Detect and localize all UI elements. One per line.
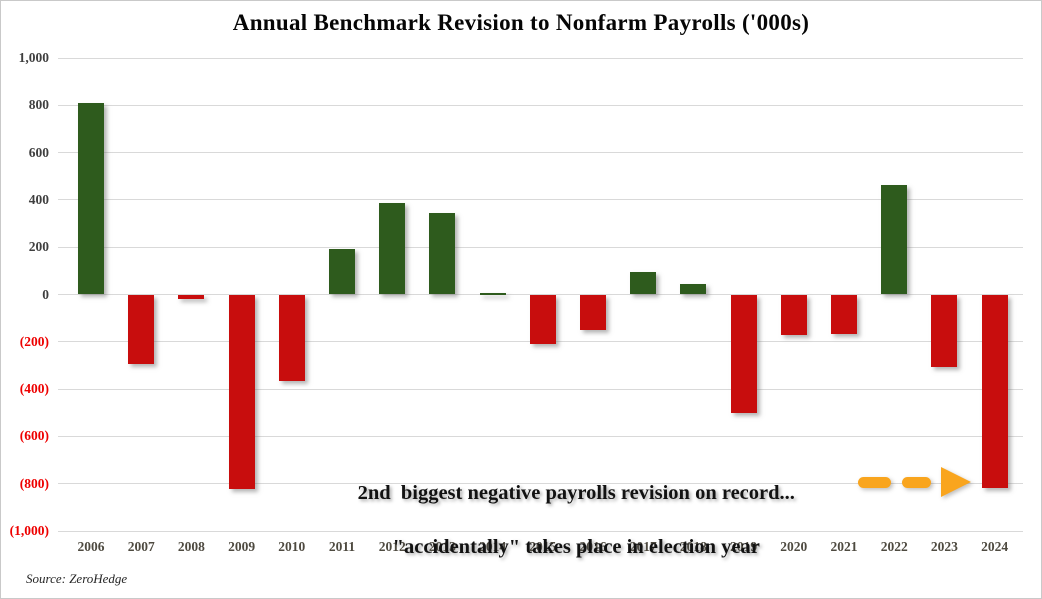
year-label-2007: 2007 bbox=[127, 539, 155, 554]
gridline-(800) bbox=[58, 483, 1023, 485]
year-label-2009: 2009 bbox=[228, 539, 256, 554]
year-label-2006: 2006 bbox=[77, 539, 105, 554]
bar-2010 bbox=[278, 294, 305, 382]
year-label-2010: 2010 bbox=[278, 539, 306, 554]
bar-2022 bbox=[881, 185, 908, 295]
ytick-label: 600 bbox=[28, 144, 49, 160]
bar-2008 bbox=[178, 294, 205, 300]
gridline-(1,000) bbox=[58, 530, 1023, 532]
chart-title: Annual Benchmark Revision to Nonfarm Pay… bbox=[232, 10, 810, 35]
year-label-2008: 2008 bbox=[177, 539, 205, 554]
ytick-label: (1,000) bbox=[9, 523, 49, 538]
gridline-(400) bbox=[58, 388, 1023, 390]
bar-2007 bbox=[128, 294, 155, 364]
bar-2017 bbox=[630, 272, 657, 295]
gridline-800 bbox=[58, 104, 1023, 106]
year-label-2022: 2022 bbox=[880, 539, 908, 554]
bar-2023 bbox=[931, 294, 958, 367]
ytick-label: 400 bbox=[28, 191, 49, 207]
bar-2024 bbox=[981, 294, 1008, 488]
year-label-2023: 2023 bbox=[930, 539, 958, 554]
bar-2016 bbox=[580, 294, 606, 330]
bar-2006 bbox=[78, 102, 104, 295]
gridline-1,000 bbox=[58, 57, 1023, 59]
bar-2019 bbox=[730, 294, 757, 413]
bar-2011 bbox=[329, 249, 355, 295]
gridline-600 bbox=[58, 152, 1023, 154]
annotation-line-2: "accidentally" takes place in election y… bbox=[392, 536, 760, 558]
ytick-label: 1,000 bbox=[18, 50, 49, 65]
annotation-text: 2nd biggest negative payrolls revision o… bbox=[251, 453, 881, 588]
ytick-label: (800) bbox=[19, 475, 49, 491]
bar-2009 bbox=[228, 294, 255, 490]
source-note: Source: ZeroHedge bbox=[26, 571, 128, 586]
year-label-2017: 2017 bbox=[629, 539, 657, 554]
bar-2014 bbox=[479, 292, 506, 295]
year-label-2012: 2012 bbox=[378, 539, 406, 554]
bar-2021 bbox=[831, 294, 857, 334]
ytick-label: 800 bbox=[28, 97, 49, 113]
ytick-label: (200) bbox=[19, 333, 49, 349]
year-label-2011: 2011 bbox=[328, 539, 356, 554]
bar-2015 bbox=[529, 294, 556, 344]
year-label-2020: 2020 bbox=[780, 539, 808, 554]
arrow-head-icon bbox=[941, 467, 971, 497]
year-label-2014: 2014 bbox=[479, 539, 507, 554]
year-label-2018: 2018 bbox=[679, 539, 707, 554]
gridline-200 bbox=[58, 246, 1023, 248]
bar-2012 bbox=[379, 203, 406, 295]
year-label-2019: 2019 bbox=[730, 539, 758, 554]
bar-2018 bbox=[680, 284, 707, 295]
year-label-2021: 2021 bbox=[830, 539, 858, 554]
gridline-(600) bbox=[58, 435, 1023, 437]
ytick-label: (400) bbox=[19, 381, 49, 397]
year-label-2015: 2015 bbox=[529, 539, 557, 554]
year-label-2024: 2024 bbox=[981, 539, 1009, 554]
gridline-400 bbox=[58, 199, 1023, 201]
year-label-2013: 2013 bbox=[428, 539, 456, 554]
bar-2013 bbox=[429, 212, 456, 295]
ytick-label: (600) bbox=[19, 428, 49, 444]
ytick-label: 0 bbox=[42, 286, 49, 302]
year-label-2016: 2016 bbox=[579, 539, 607, 554]
bar-2020 bbox=[780, 294, 807, 336]
ytick-label: 200 bbox=[28, 239, 49, 255]
annotation-line-1: 2nd biggest negative payrolls revision o… bbox=[357, 482, 795, 504]
